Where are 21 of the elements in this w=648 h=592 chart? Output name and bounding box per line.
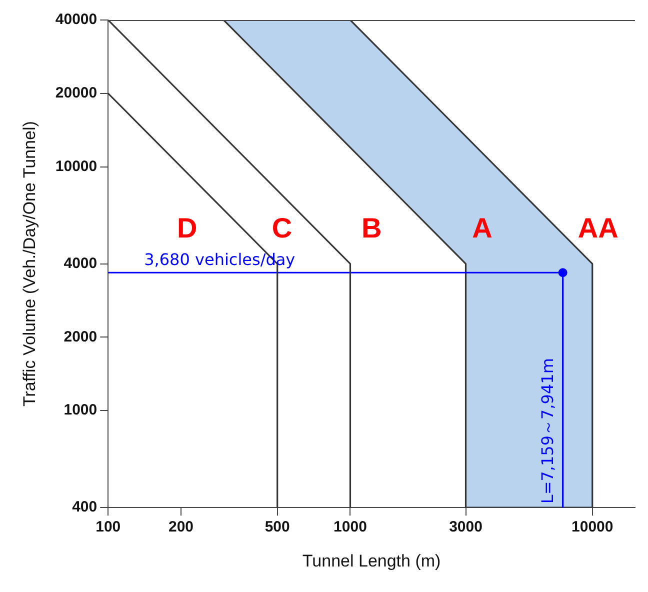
- annotation: B: [361, 212, 382, 244]
- annotation: A: [472, 212, 492, 244]
- x-tick-label: 3000: [449, 518, 482, 536]
- annotation: D: [177, 212, 198, 244]
- annotation: AA: [578, 212, 618, 244]
- y-tick-label: 4000: [64, 254, 98, 272]
- x-tick-label: 1000: [334, 518, 367, 536]
- x-tick-label: 100: [96, 518, 121, 536]
- y-tick-label: 20000: [55, 84, 98, 102]
- y-tick-label: 400: [72, 498, 98, 516]
- x-axis-title: Tunnel Length (m): [302, 551, 441, 570]
- x-tick-label: 10000: [572, 518, 614, 536]
- text: L=7,159～7,941m: [538, 358, 557, 504]
- y-tick-label: 10000: [55, 158, 98, 175]
- y-tick-label: 2000: [64, 328, 98, 346]
- x-tick-label: 500: [264, 518, 290, 536]
- y-tick-label: 1000: [64, 402, 98, 419]
- x-tick-label: 200: [168, 518, 194, 536]
- y-tick-label: 40000: [55, 11, 98, 28]
- annotation: C: [272, 212, 292, 244]
- y-axis-title: Traffic Volume (Veh./Day/One Tunnel): [20, 121, 39, 406]
